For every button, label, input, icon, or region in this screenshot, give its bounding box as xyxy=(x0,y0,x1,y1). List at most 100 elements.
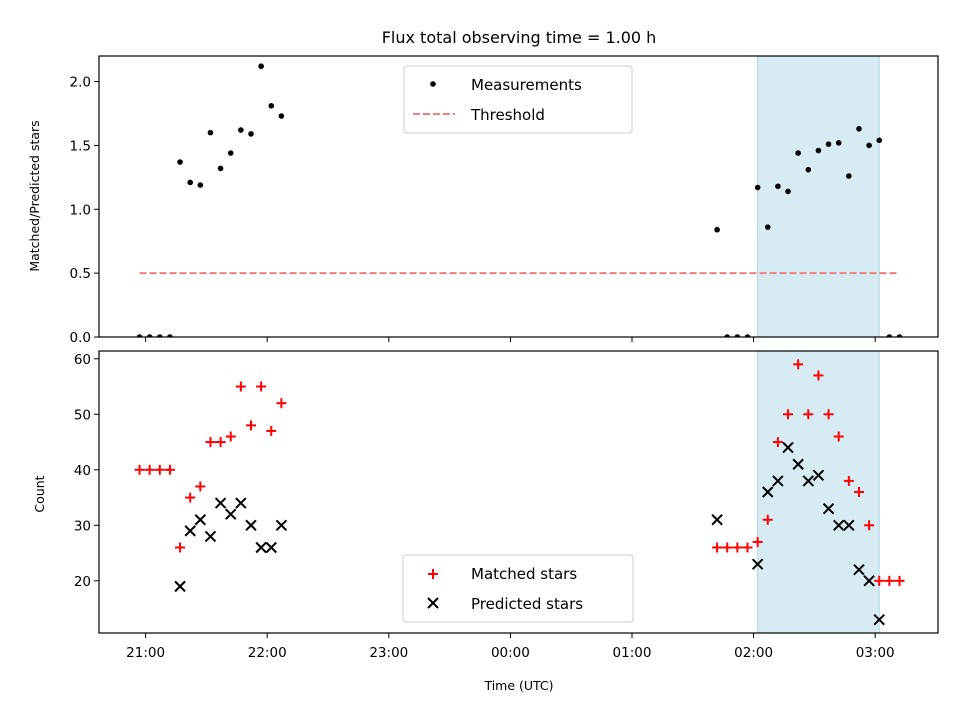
matched-star-marker xyxy=(864,520,875,531)
measurement-point xyxy=(217,165,224,172)
bottom-y-tick-label: 30 xyxy=(74,518,91,534)
measurement-point xyxy=(227,150,234,156)
top-legend: Measurements Threshold xyxy=(403,65,633,134)
measurement-point xyxy=(278,113,285,119)
predicted-star-marker xyxy=(812,469,825,482)
predicted-star-marker xyxy=(772,475,784,487)
measurement-point xyxy=(734,334,741,337)
x-tick-label: 21:00 xyxy=(126,645,165,661)
measurement-point xyxy=(876,137,883,144)
top-axes-frame xyxy=(98,55,939,338)
matched-star-marker xyxy=(205,437,216,448)
matched-star-marker xyxy=(732,542,743,553)
matched-star-marker xyxy=(853,487,864,497)
predicted-star-marker xyxy=(275,519,288,532)
matched-star-marker xyxy=(225,431,236,442)
matched-star-marker xyxy=(144,464,155,475)
predicted-star-marker xyxy=(174,580,186,593)
matched-star-marker xyxy=(833,431,844,442)
matched-star-marker xyxy=(783,409,794,420)
x-axis-label: Time (UTC) xyxy=(483,678,553,693)
x-tick-label: 01:00 xyxy=(613,645,652,661)
legend-predicted-marker xyxy=(427,597,439,609)
matched-star-marker xyxy=(215,437,226,448)
matched-star-marker xyxy=(742,542,753,553)
matched-star-marker xyxy=(823,409,834,420)
top-y-tick-label: 0.5 xyxy=(70,266,91,282)
bottom-legend: Matched stars Predicted stars xyxy=(402,554,634,623)
predicted-star-marker xyxy=(711,514,723,526)
bottom-legend-box xyxy=(402,554,634,623)
matched-star-marker xyxy=(266,425,277,436)
matched-star-marker xyxy=(245,420,256,431)
legend-measurement-marker xyxy=(430,81,436,87)
measurement-point xyxy=(785,188,791,195)
matched-star-marker xyxy=(813,370,824,381)
matched-star-marker xyxy=(803,409,814,420)
top-legend-box xyxy=(403,65,633,134)
predicted-star-marker xyxy=(853,564,865,576)
measurement-point xyxy=(136,334,143,337)
measurement-point xyxy=(268,103,275,109)
top-y-tick-label: 0.0 xyxy=(70,330,91,346)
predicted-star-marker xyxy=(873,613,885,626)
top-y-tick-label: 2.0 xyxy=(70,75,91,91)
bottom-axes-frame xyxy=(98,350,939,634)
predicted-star-marker xyxy=(204,530,217,543)
predicted-star-marker xyxy=(802,475,815,487)
matched-star-marker xyxy=(884,575,895,586)
matched-star-marker xyxy=(134,464,145,475)
predicted-star-marker xyxy=(832,519,845,532)
measurement-point xyxy=(156,334,163,337)
top-y-tick-label: 1.0 xyxy=(70,202,91,218)
predicted-star-marker xyxy=(225,508,237,520)
measurement-point xyxy=(754,184,761,191)
bottom-y-tick-label: 60 xyxy=(74,352,91,368)
x-tick-label: 23:00 xyxy=(369,645,408,661)
x-tick-label: 00:00 xyxy=(491,645,530,661)
matched-star-marker xyxy=(752,536,763,547)
matched-star-marker xyxy=(894,575,905,586)
measurement-point xyxy=(825,141,832,147)
predicted-star-marker xyxy=(843,519,855,532)
legend-matched-label: Matched stars xyxy=(471,565,577,583)
legend-threshold-label: Threshold xyxy=(470,106,545,124)
matched-star-marker xyxy=(185,492,196,503)
measurement-point xyxy=(795,150,801,156)
matched-star-marker xyxy=(256,381,267,392)
measurement-point xyxy=(177,159,183,165)
matched-star-marker xyxy=(712,542,723,553)
predicted-star-marker xyxy=(762,486,774,498)
predicted-star-marker xyxy=(792,458,804,470)
observing-window-band-top xyxy=(757,55,880,338)
matched-star-marker xyxy=(843,475,854,486)
measurement-point xyxy=(846,173,852,179)
top-y-tick-label: 1.5 xyxy=(70,138,91,154)
measurement-point xyxy=(886,334,893,337)
bottom-y-tick-label: 40 xyxy=(74,463,91,479)
measurement-point xyxy=(724,334,731,337)
x-tick-label: 02:00 xyxy=(734,645,773,661)
measurement-point xyxy=(835,140,842,146)
measurement-point xyxy=(258,63,264,70)
predicted-star-marker xyxy=(782,441,794,454)
matched-star-marker xyxy=(762,514,773,525)
legend-measurements-label: Measurements xyxy=(471,76,582,94)
measurement-point xyxy=(197,182,204,188)
measurement-point xyxy=(815,147,822,154)
measurement-point xyxy=(248,131,254,137)
predicted-star-marker xyxy=(751,558,764,570)
matched-star-marker xyxy=(772,437,783,448)
predicted-star-marker xyxy=(255,541,267,554)
predicted-star-marker xyxy=(245,519,257,532)
predicted-star-marker xyxy=(214,497,227,509)
matched-star-marker xyxy=(874,575,885,586)
x-tick-label: 03:00 xyxy=(856,645,895,661)
measurement-point xyxy=(207,129,214,136)
measurement-point xyxy=(856,126,862,132)
top-plot-area xyxy=(136,63,903,337)
predicted-star-marker xyxy=(822,502,835,515)
bottom-y-axis-label: Count xyxy=(32,475,47,512)
